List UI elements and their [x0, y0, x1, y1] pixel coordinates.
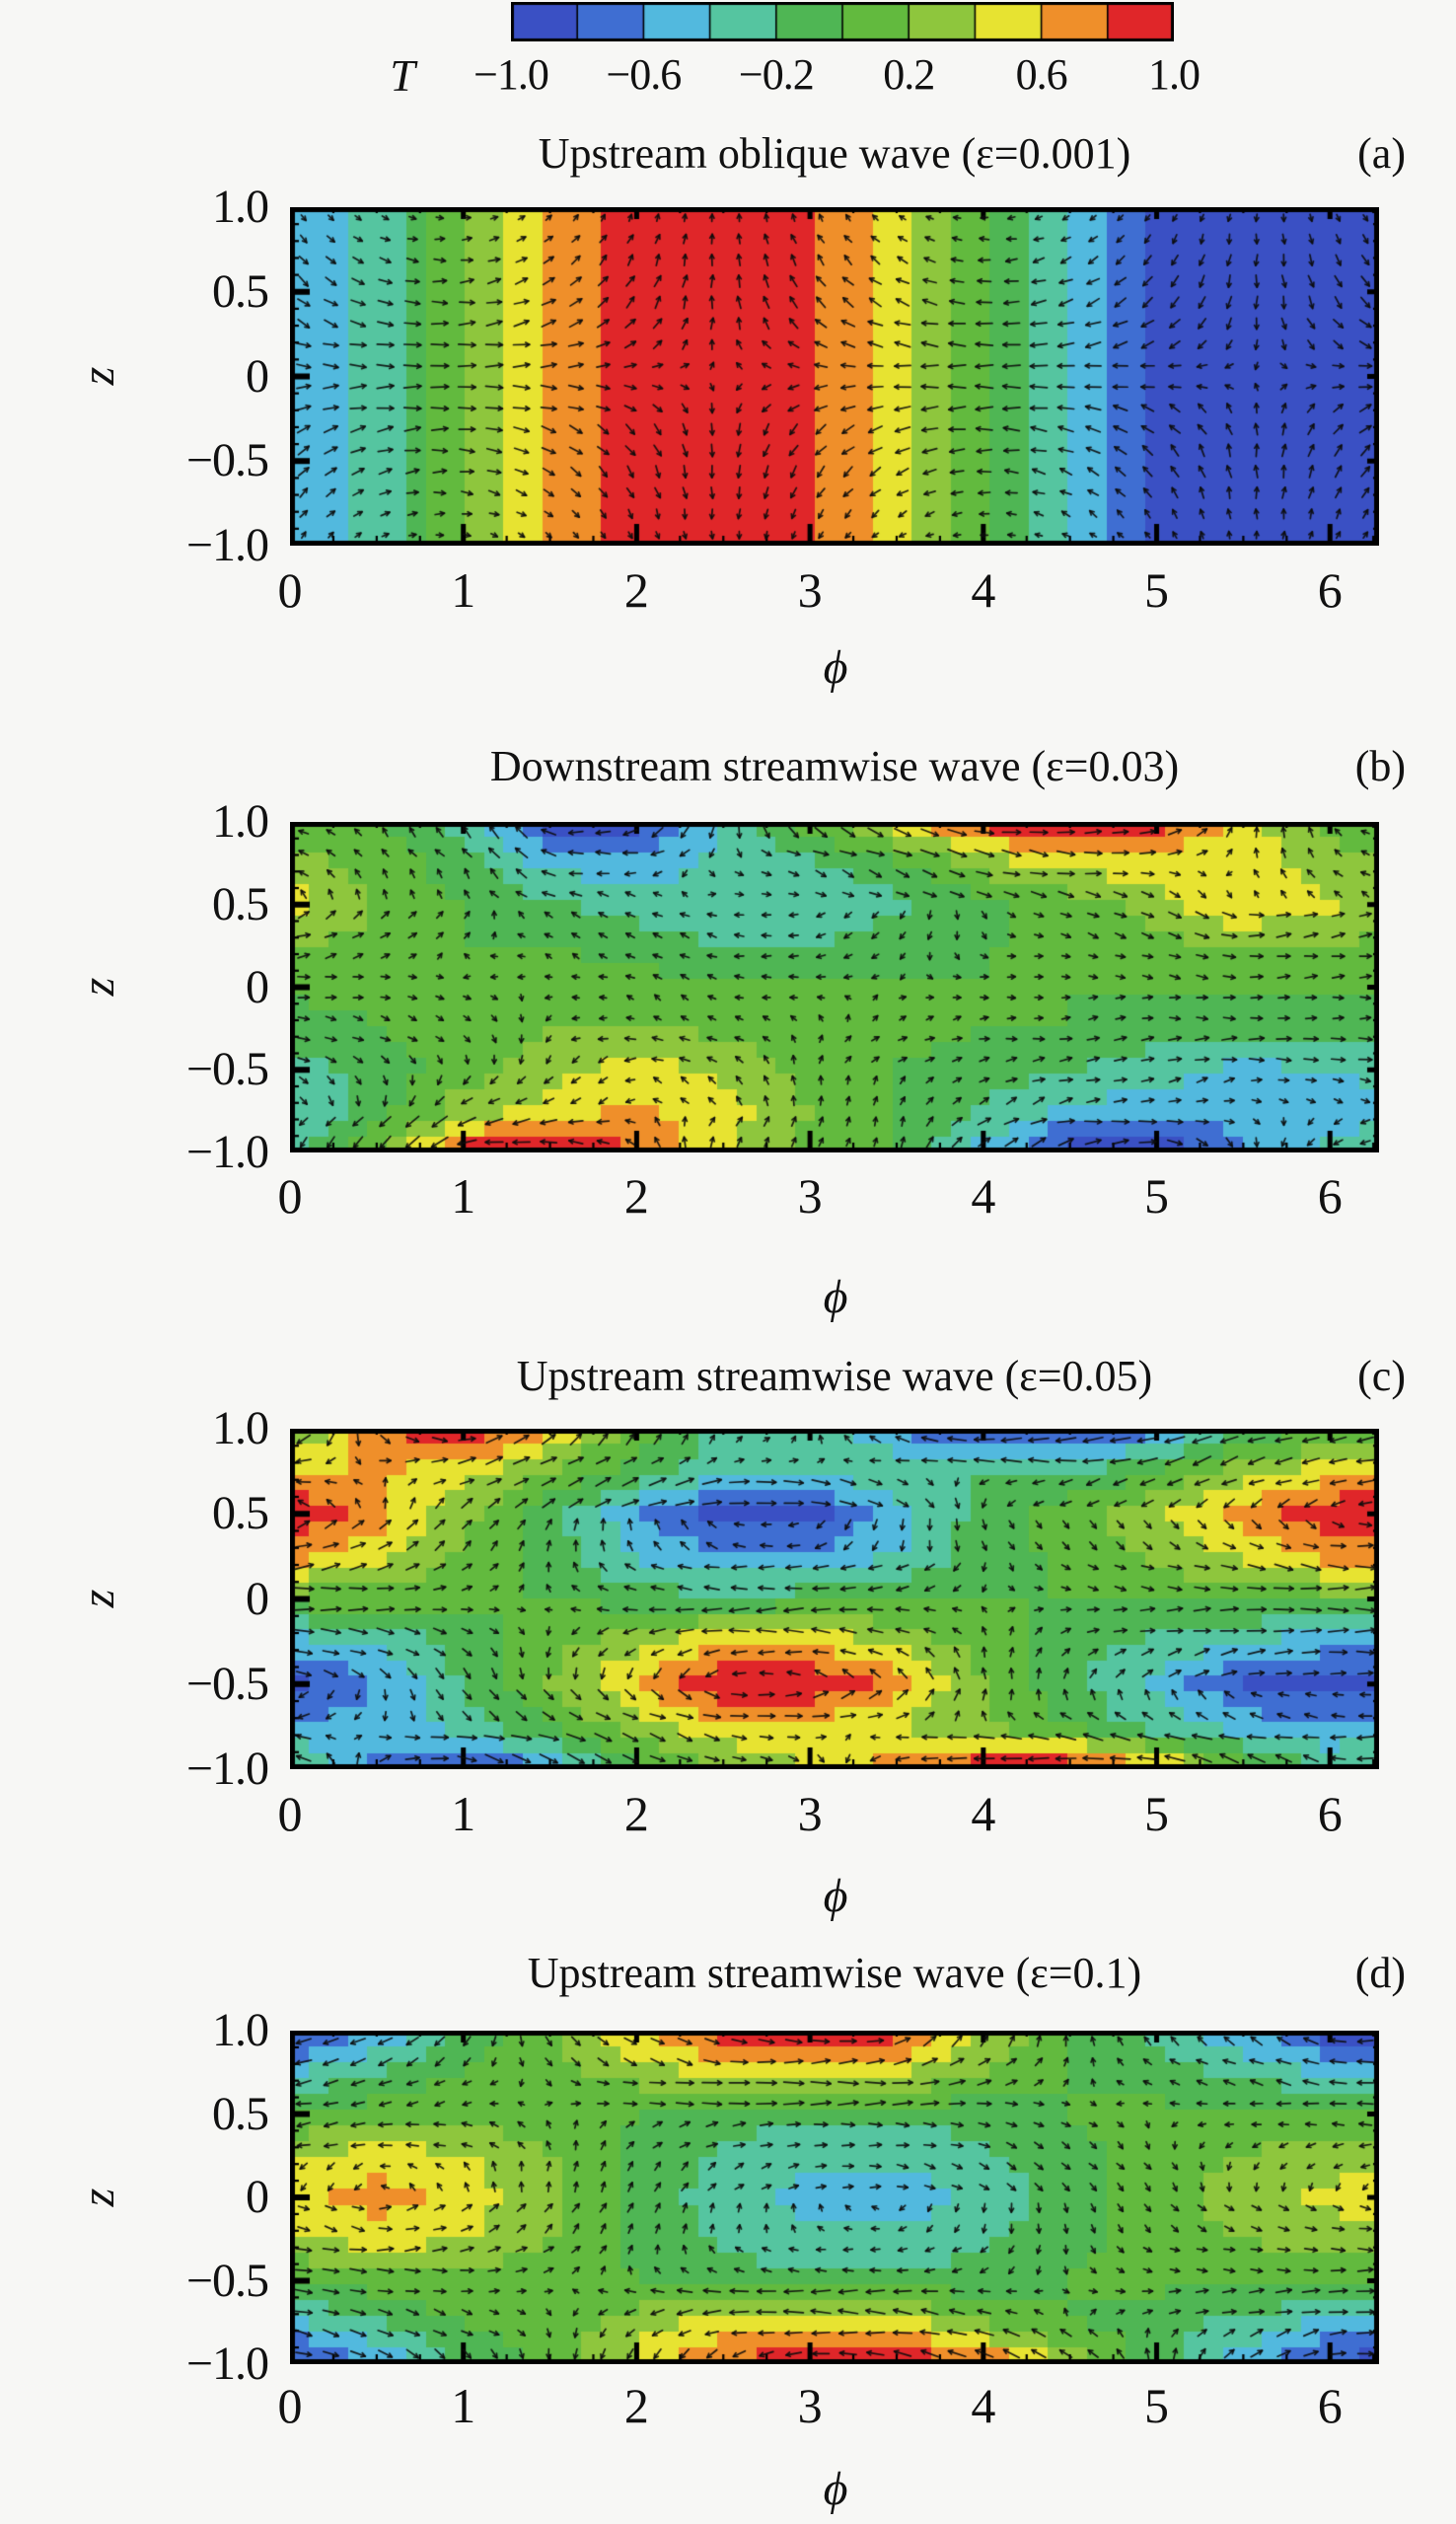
x-axis-label-a: ϕ	[823, 641, 848, 694]
x-tick-label: 4	[971, 1168, 996, 1224]
x-tick-label: 4	[971, 1786, 996, 1841]
y-tick-label: 0	[246, 349, 269, 403]
panel-a-title: Upstream oblique wave (ε=0.001)	[538, 129, 1131, 178]
y-axis-label-a: z	[72, 366, 124, 386]
y-tick-label: −1.0	[185, 1743, 269, 1795]
y-tick-label: 0	[246, 1572, 269, 1625]
panel-a-label: (a)	[1357, 129, 1406, 178]
panel-d-title: Upstream streamwise wave (ε=0.1)	[527, 1949, 1142, 1997]
y-tick-label: 0	[246, 2171, 269, 2223]
x-axis-label-c: ϕ	[823, 1870, 848, 1922]
x-tick-label: 2	[623, 2378, 649, 2433]
x-tick-label: 5	[1144, 1786, 1170, 1841]
x-tick-label: 1	[451, 562, 476, 618]
x-tick-label: 2	[623, 562, 649, 618]
colorbar-title: T	[390, 50, 415, 101]
panel-c-title: Upstream streamwise wave (ε=0.05)	[516, 1352, 1153, 1400]
x-tick-label: 3	[797, 2378, 823, 2433]
x-tick-label: 3	[797, 1168, 823, 1224]
y-tick-label: −1.0	[185, 519, 269, 571]
x-tick-label: 3	[797, 1786, 823, 1841]
x-tick-label: 6	[1317, 562, 1343, 618]
y-tick-label: −1.0	[185, 2338, 269, 2390]
panel-c-label: (c)	[1357, 1352, 1406, 1400]
x-tick-label: 0	[277, 1786, 303, 1841]
y-axis-label-b: z	[72, 977, 124, 997]
y-tick-label: −0.5	[185, 1043, 269, 1096]
colorbar	[511, 2, 1174, 41]
y-tick-label: 1.0	[212, 795, 269, 848]
y-tick-label: 0.5	[212, 2087, 269, 2140]
heatmap-quiver-canvas-a	[290, 207, 1379, 546]
x-tick-label: 0	[277, 1168, 303, 1224]
x-tick-label: 6	[1317, 2378, 1343, 2433]
x-tick-label: 1	[451, 2378, 476, 2433]
colorbar-tick-label: 0.6	[1015, 50, 1068, 99]
heatmap-quiver-canvas-d	[290, 2031, 1379, 2364]
colorbar-tick-label: 1.0	[1148, 50, 1201, 99]
panel-b-title: Downstream streamwise wave (ε=0.03)	[489, 742, 1180, 790]
y-tick-label: −1.0	[185, 1126, 269, 1178]
panel-b-label: (b)	[1354, 742, 1406, 790]
heatmap-quiver-canvas-b	[290, 822, 1379, 1152]
x-tick-label: 0	[277, 562, 303, 618]
y-tick-label: −0.5	[185, 434, 269, 487]
x-tick-label: 1	[451, 1786, 476, 1841]
x-tick-label: 0	[277, 2378, 303, 2433]
y-axis-label-d: z	[72, 2188, 124, 2207]
x-tick-label: 6	[1317, 1168, 1343, 1224]
y-tick-label: 0.5	[212, 1487, 269, 1540]
colorbar-tick-label: −1.0	[473, 50, 549, 99]
x-axis-label-b: ϕ	[823, 1271, 848, 1323]
x-tick-label: 5	[1144, 1168, 1170, 1224]
y-tick-label: 1.0	[212, 181, 269, 233]
y-tick-label: 0	[246, 960, 269, 1013]
colorbar-tick-label: −0.6	[606, 50, 682, 99]
colorbar-tick-label: −0.2	[738, 50, 815, 99]
y-tick-label: −0.5	[185, 2254, 269, 2307]
x-tick-label: 4	[971, 2378, 996, 2433]
x-axis-label-d: ϕ	[823, 2463, 848, 2515]
x-tick-label: 4	[971, 562, 996, 618]
y-axis-label-c: z	[72, 1589, 124, 1608]
heatmap-quiver-canvas-c	[290, 1429, 1379, 1769]
y-tick-label: 0.5	[212, 877, 269, 930]
panel-d-label: (d)	[1354, 1949, 1406, 1997]
x-tick-label: 6	[1317, 1786, 1343, 1841]
x-tick-label: 1	[451, 1168, 476, 1224]
x-tick-label: 5	[1144, 2378, 1170, 2433]
x-tick-label: 3	[797, 562, 823, 618]
x-tick-label: 5	[1144, 562, 1170, 618]
x-tick-label: 2	[623, 1168, 649, 1224]
y-tick-label: 1.0	[212, 2004, 269, 2056]
x-tick-label: 2	[623, 1786, 649, 1841]
colorbar-tick-label: 0.2	[883, 50, 935, 99]
y-tick-label: −0.5	[185, 1657, 269, 1710]
y-tick-label: 0.5	[212, 264, 269, 318]
y-tick-label: 1.0	[212, 1402, 269, 1454]
